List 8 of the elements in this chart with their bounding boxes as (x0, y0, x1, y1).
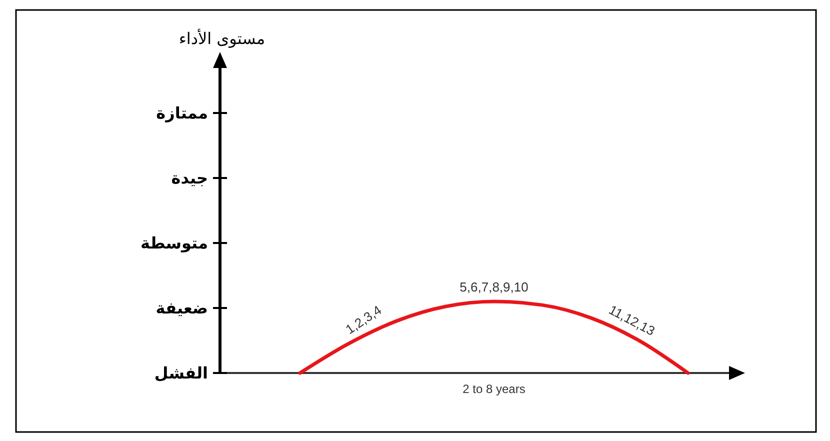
text: متوسطة (140, 234, 208, 253)
x-axis-title: 2 to 8 years (462, 382, 526, 396)
text: 5,6,7,8,9,10 (460, 280, 528, 294)
text: ضعيفة (156, 298, 208, 318)
text: الفشل (154, 364, 208, 383)
text: جيدة (171, 168, 208, 188)
text: ممتازة (156, 104, 208, 123)
text: مستوى الأداء (178, 28, 266, 48)
